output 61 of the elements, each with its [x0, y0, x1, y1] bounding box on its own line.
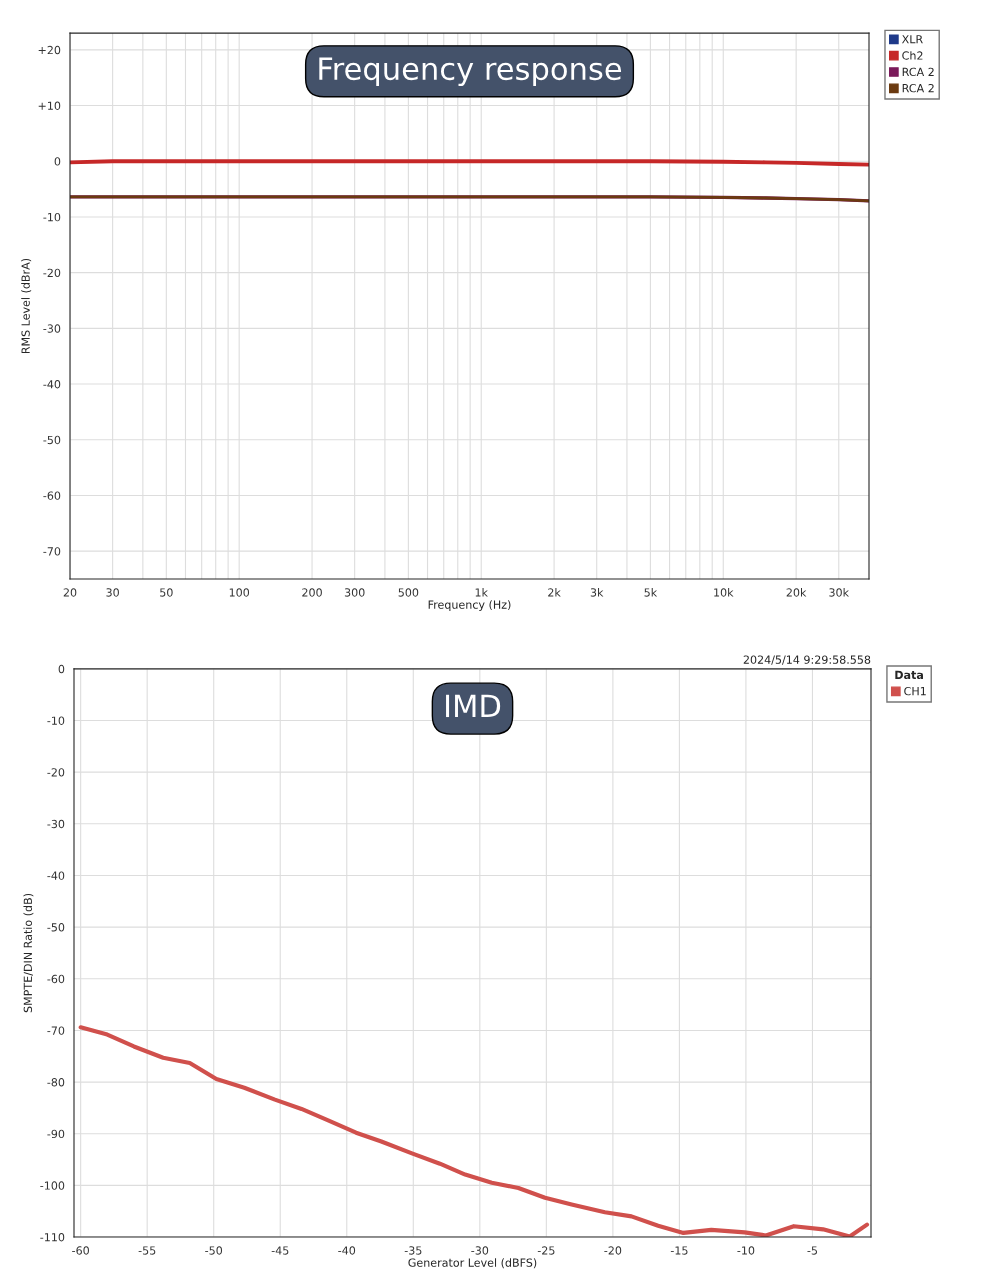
x-tick-label: 1k — [475, 588, 488, 597]
text: IMD — [446, 694, 501, 718]
x-tick-label: 5k — [644, 588, 658, 597]
x-tick-label: -5 — [807, 1246, 818, 1255]
x-tick-label: 50 — [160, 588, 173, 597]
y-axis-title: RMS Level (dBrA) — [21, 258, 32, 354]
y-tick-label: -60 — [43, 491, 61, 500]
y-tick-label: -10 — [47, 716, 65, 725]
x-tick-label: 3k — [590, 588, 604, 597]
x-tick-label: -10 — [737, 1246, 755, 1255]
y-tick-label: -90 — [47, 1129, 65, 1139]
y-tick-label: -20 — [47, 768, 65, 777]
y-tick-label: -40 — [43, 380, 61, 389]
y-tick-label: -20 — [43, 268, 61, 278]
x-tick-label: -40 — [338, 1246, 356, 1255]
y-tick-label: -50 — [47, 923, 65, 932]
x-tick-label: 500 — [398, 588, 419, 597]
x-tick-label: -25 — [537, 1246, 555, 1255]
x-tick-label: -55 — [138, 1246, 156, 1255]
x-axis-title: Generator Level (dBFS) — [408, 1258, 537, 1269]
y-tick-label: -10 — [43, 212, 61, 222]
y-tick-label: -70 — [47, 1026, 65, 1035]
y-tick-label: 0 — [54, 157, 61, 166]
x-tick-label: 2k — [548, 588, 561, 597]
y-tick-label: -30 — [43, 324, 61, 333]
y-tick-label: -40 — [47, 871, 65, 880]
y-tick-label: -80 — [47, 1078, 65, 1087]
x-tick-label: -20 — [604, 1246, 622, 1255]
legend-title: Data — [895, 670, 923, 680]
x-tick-label: 30k — [829, 588, 850, 597]
x-tick-label: -60 — [72, 1246, 89, 1255]
x-tick-label: 20k — [786, 588, 807, 597]
y-tick-label: -60 — [47, 974, 65, 984]
text: 2024/5/14 9:29:58.558 — [743, 655, 871, 665]
x-tick-label: -50 — [205, 1246, 223, 1255]
y-tick-label: 0 — [58, 664, 65, 674]
y-tick-label: -50 — [43, 435, 61, 445]
x-tick-label: 100 — [229, 588, 250, 597]
x-tick-label: 30 — [106, 588, 119, 597]
legend-label: RCA 2 — [902, 67, 934, 77]
y-tick-label: +20 — [38, 45, 61, 55]
x-tick-label: 10k — [714, 588, 734, 597]
y-tick-label: -70 — [43, 547, 61, 556]
x-tick-label: -45 — [271, 1246, 289, 1255]
y-axis-title: SMPTE/DIN Ratio (dB) — [23, 893, 34, 1013]
legend-label: RCA 2 — [902, 83, 934, 93]
text: Frequency response — [319, 57, 622, 87]
x-axis-title: Frequency (Hz) — [428, 600, 511, 611]
x-tick-label: 20 — [63, 588, 77, 597]
y-tick-label: -110 — [40, 1233, 65, 1242]
y-tick-label: -30 — [47, 819, 65, 829]
legend-label: CH1 — [904, 686, 926, 696]
x-tick-label: -35 — [404, 1246, 422, 1255]
x-tick-label: -15 — [670, 1246, 688, 1255]
legend-label: Ch2 — [902, 51, 923, 60]
x-tick-label: 200 — [302, 588, 322, 597]
x-tick-label: -30 — [471, 1246, 489, 1255]
y-tick-label: +10 — [38, 101, 61, 110]
x-tick-label: 300 — [344, 588, 365, 597]
y-tick-label: -100 — [40, 1181, 65, 1190]
legend-label: XLR — [901, 35, 923, 44]
